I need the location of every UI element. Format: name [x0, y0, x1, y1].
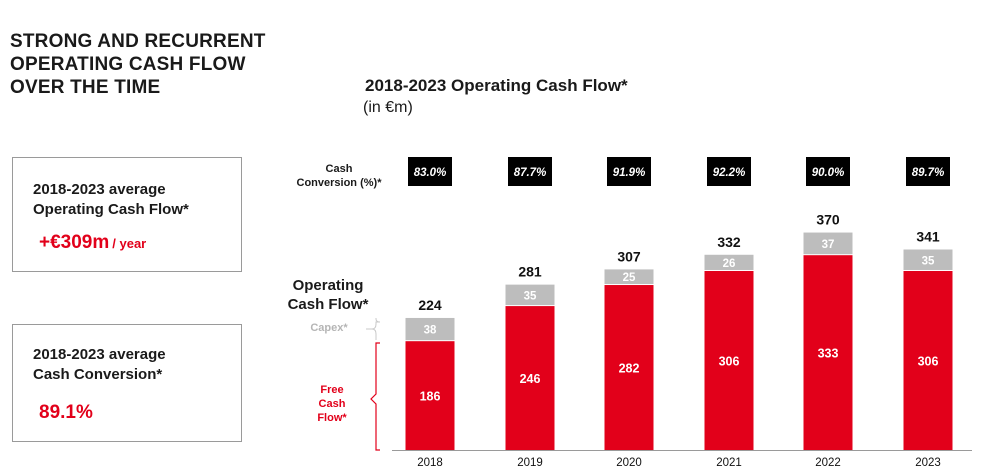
free-cash-flow-label: Free Cash Flow* [317, 384, 347, 424]
bar-free-cash-flow [405, 341, 455, 450]
total-value-label: 332 [717, 234, 741, 250]
x-tick-label: 2020 [616, 457, 642, 469]
bars-layer: 83.0% 186 38 224 2018 87.7% 246 35 281 2019 91.9% 2… [392, 157, 972, 469]
cash-conversion-value: 83.0% [414, 167, 447, 179]
kpi-unit: / year [112, 236, 147, 251]
kpi-box-average-ocf: 2018-2023 average Operating Cash Flow* +… [12, 157, 242, 272]
cash-conversion-value: 90.0% [812, 167, 845, 179]
cash-conversion-value: 92.2% [713, 167, 746, 179]
cash-conversion-value: 89.7% [912, 167, 945, 179]
total-value-label: 370 [816, 212, 840, 228]
kpi-value: +€309m / year [39, 232, 147, 253]
bar-free-cash-flow [803, 255, 853, 450]
capex-value-label: 37 [822, 239, 835, 251]
chart-subtitle: (in €m) [363, 99, 413, 116]
x-tick-label: 2022 [815, 457, 841, 469]
cash-conversion-badge [607, 157, 651, 186]
x-tick-label: 2023 [915, 457, 941, 469]
total-value-label: 307 [617, 248, 641, 264]
x-tick-label: 2018 [417, 457, 443, 469]
capex-brace-lower [366, 328, 377, 340]
capex-value-label: 25 [623, 272, 636, 284]
cash-conversion-badge [408, 157, 452, 186]
kpi-label: 2018-2023 average Cash Conversion* [33, 346, 166, 383]
kpi-box-average-cash-conversion: 2018-2023 average Cash Conversion* 89.1% [12, 324, 242, 442]
capex-value-label: 35 [922, 255, 935, 267]
free-cash-flow-value-label: 246 [520, 372, 541, 386]
bar-free-cash-flow [604, 285, 654, 450]
free-cash-flow-value-label: 306 [918, 354, 939, 368]
cash-conversion-badge [508, 157, 552, 186]
free-cash-flow-value-label: 333 [818, 347, 839, 361]
operating-cash-flow-label: Operating Cash Flow* [287, 277, 369, 313]
bar-free-cash-flow [704, 270, 754, 450]
free-cash-flow-value-label: 282 [619, 362, 640, 376]
kpi-value: 89.1% [39, 402, 93, 423]
capex-label: Capex* [310, 322, 348, 334]
bar-capex [704, 254, 754, 270]
x-tick-label: 2019 [517, 457, 543, 469]
x-tick-label: 2021 [716, 457, 742, 469]
cash-conversion-badge [906, 157, 950, 186]
capex-brace [366, 318, 381, 330]
bar-free-cash-flow [505, 306, 555, 450]
bar-capex [803, 232, 853, 255]
chart-title: 2018-2023 Operating Cash Flow* [365, 76, 628, 95]
bar-capex [903, 249, 953, 270]
kpi-label: 2018-2023 average Operating Cash Flow* [33, 181, 189, 218]
cash-conversion-label: Cash Conversion (%)* [296, 163, 382, 189]
page-headline: STRONG AND RECURRENT OPERATING CASH FLOW… [10, 31, 266, 98]
bar-capex [505, 284, 555, 306]
free-cash-flow-brace [370, 342, 380, 451]
total-value-label: 341 [916, 229, 940, 245]
total-value-label: 281 [518, 264, 542, 280]
cash-conversion-badge [707, 157, 751, 186]
cash-conversion-badge [806, 157, 850, 186]
capex-value-label: 38 [424, 325, 437, 337]
free-cash-flow-value-label: 186 [420, 390, 441, 404]
cash-conversion-value: 87.7% [514, 167, 547, 179]
bar-capex [405, 317, 455, 341]
bar-capex [604, 269, 654, 285]
total-value-label: 224 [418, 297, 442, 313]
free-cash-flow-value-label: 306 [719, 354, 740, 368]
capex-value-label: 35 [524, 290, 537, 302]
bar-free-cash-flow [903, 270, 953, 450]
cash-conversion-value: 91.9% [613, 167, 646, 179]
capex-value-label: 26 [723, 258, 736, 270]
